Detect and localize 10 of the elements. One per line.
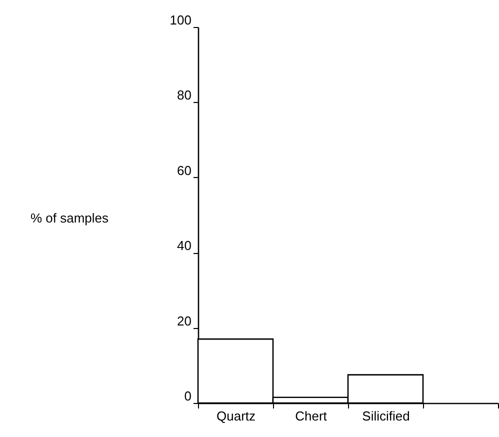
x-tick-label: Silicified bbox=[362, 408, 410, 424]
y-tick-label: 0 bbox=[184, 388, 192, 404]
y-tick-label: 80 bbox=[177, 88, 192, 103]
x-tick-label: Quartz bbox=[216, 408, 256, 424]
y-tick-label: 60 bbox=[177, 162, 192, 178]
y-tick-label: 20 bbox=[177, 313, 192, 328]
y-tick-label: 40 bbox=[177, 238, 192, 254]
x-tick-label: Chert bbox=[295, 408, 328, 424]
y-axis-title: % of samples bbox=[30, 210, 110, 226]
y-tick-label: 100 bbox=[170, 12, 192, 28]
